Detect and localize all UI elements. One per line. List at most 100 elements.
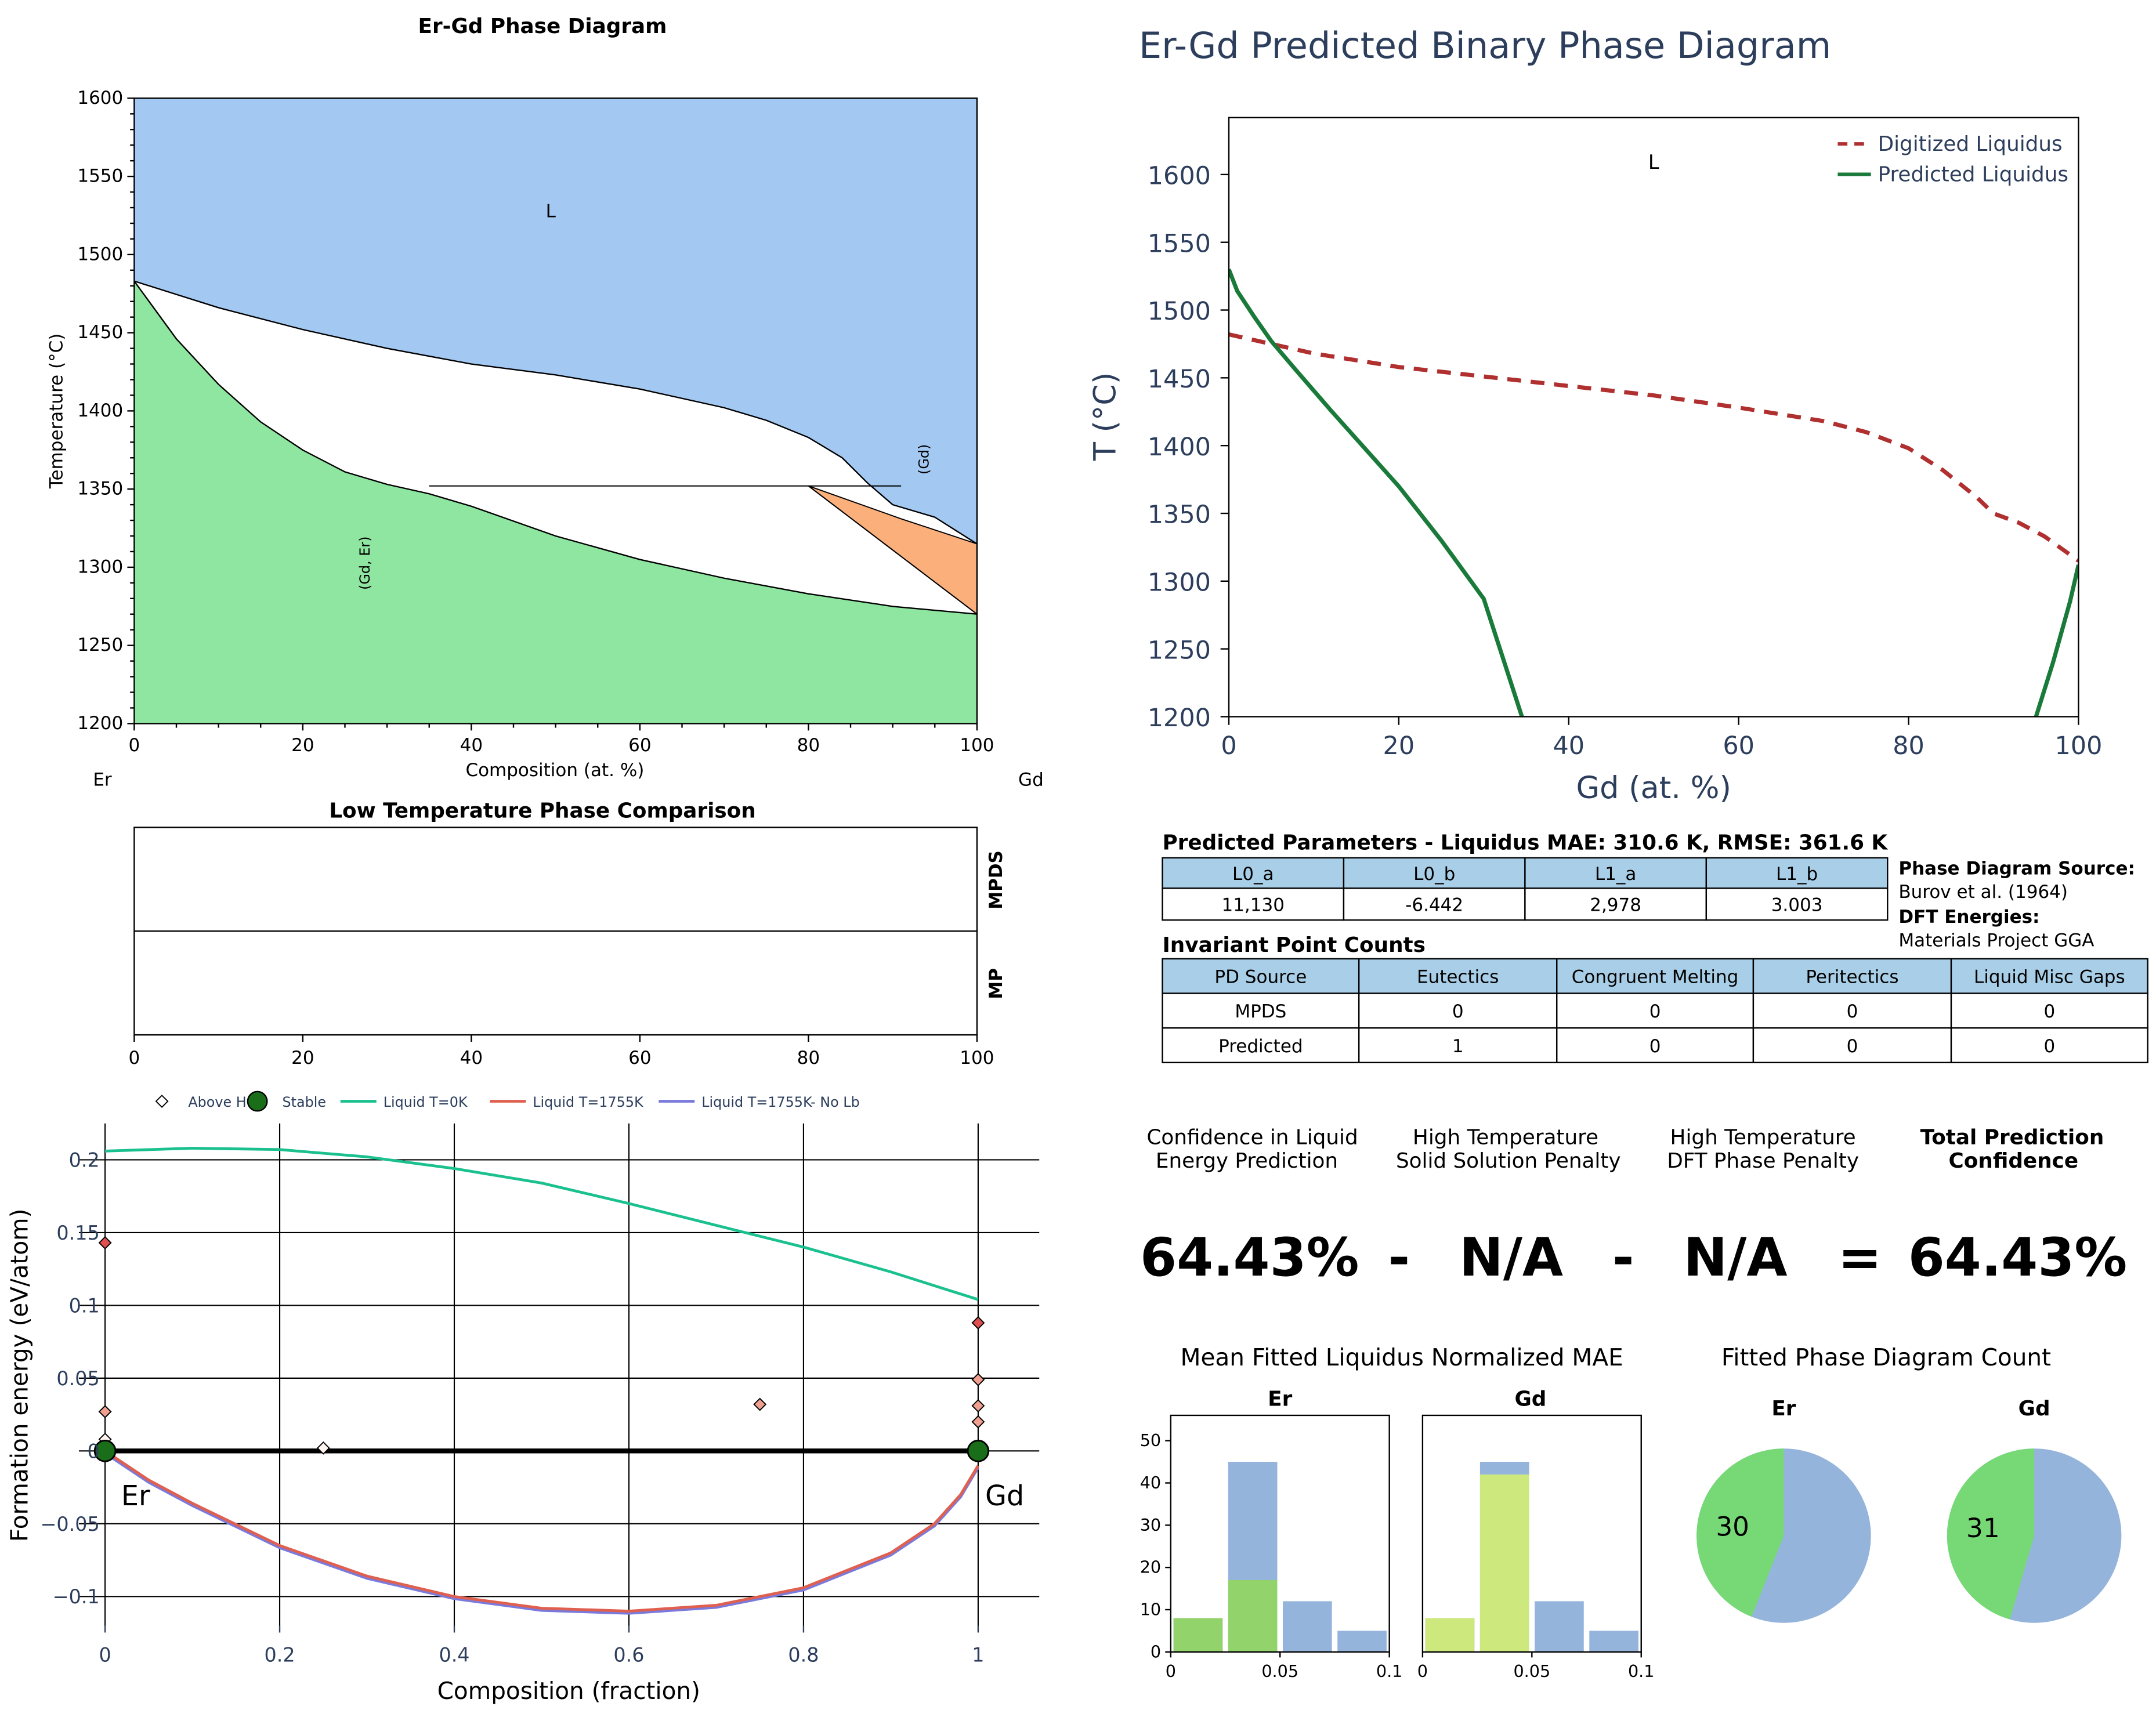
pr-ytick-label: 1500 — [1148, 297, 1211, 326]
lowtemp-row-mp: MP — [986, 968, 1007, 999]
conf-col1-line1: Confidence in Liquid — [1146, 1125, 1358, 1149]
pd-source-label: Phase Diagram Source: — [1898, 858, 2135, 879]
param-value-cell: 11,130 — [1221, 895, 1284, 916]
params-panel: Predicted Parameters - Liquidus MAE: 310… — [1162, 831, 2148, 1063]
phase-diagram-title: Er-Gd Phase Diagram — [418, 15, 667, 38]
inv-cell-mpds-bg — [1358, 992, 1558, 1029]
invariants-title: Invariant Point Counts — [1162, 933, 1425, 957]
hull-curves — [104, 1147, 979, 1615]
pd-xtick-label: 60 — [628, 735, 651, 756]
pie-er-chart — [1696, 1448, 1871, 1623]
legend-stable: Stable — [283, 1094, 327, 1110]
mae-ytick-label: 20 — [1140, 1557, 1161, 1577]
mae-ytick-label: 30 — [1140, 1515, 1161, 1535]
inv-header-cell: Congruent Melting — [1572, 967, 1739, 988]
dft-label: DFT Energies: — [1898, 907, 2039, 928]
pd-ytick-label: 1600 — [77, 88, 123, 108]
pd-xtick-label: 80 — [797, 735, 820, 756]
above-hull-point — [971, 1316, 985, 1330]
hull-ytick-label: 0.15 — [56, 1222, 99, 1244]
conf-minus1: - — [1388, 1227, 1410, 1288]
inv-cell-predicted: 0 — [1847, 1036, 1858, 1057]
predicted-title: Er-Gd Predicted Binary Phase Diagram — [1139, 24, 1831, 67]
mae-panel-gd-title: Gd — [1514, 1387, 1546, 1411]
liquidus-line — [134, 280, 977, 545]
inv-header-cell: Eutectics — [1417, 967, 1499, 988]
conf-minus2: - — [1612, 1227, 1634, 1288]
param-header-cell: L1_b — [1776, 864, 1818, 885]
inv-cell-predicted: 0 — [2043, 1036, 2055, 1057]
inv-cell-predicted-bg — [1752, 1027, 1952, 1063]
above-hull-point — [98, 1236, 112, 1249]
hull-ytick-label: 0 — [87, 1440, 99, 1462]
inv-cell-predicted-bg — [1358, 1027, 1558, 1063]
pd-ytick-label: 1250 — [77, 635, 123, 655]
param-value-cell-bg — [1162, 888, 1345, 921]
above-hull-point — [971, 1372, 985, 1386]
inv-cell-predicted-bg — [1950, 1027, 2148, 1063]
pr-ytick-label: 1550 — [1148, 229, 1211, 258]
confidence-panel: Confidence in Liquid Energy Prediction H… — [1140, 1125, 2127, 1288]
lt-xtick-label: 60 — [628, 1048, 651, 1068]
mae-gd-chart: 0 0.05 0.1 — [1417, 1414, 1655, 1681]
hull-xtick-label: 0 — [99, 1644, 111, 1667]
above-hull-point — [753, 1397, 767, 1411]
above-hull-point — [98, 1405, 112, 1419]
mae-bar-front — [1228, 1580, 1278, 1652]
stable-point — [93, 1440, 117, 1462]
lt-xtick-label: 20 — [291, 1048, 314, 1068]
hull-ticks: 0 0.2 0.4 0.6 0.8 1 −0.1 −0.05 0 0.05 0.1 0.15 0.2 — [40, 1149, 984, 1666]
predicted-liquidus-right — [2034, 564, 2079, 717]
mae-axes — [1421, 1414, 1642, 1653]
pr-xtick-label: 20 — [1383, 731, 1415, 760]
hull-xtick-label: 0.2 — [265, 1644, 295, 1667]
conf-col2-line1: High Temperature — [1413, 1125, 1598, 1149]
param-value-cell: 2,978 — [1590, 895, 1641, 916]
pd-xtick-label: 40 — [460, 735, 483, 756]
mae-xtick-label: 0.05 — [1513, 1661, 1550, 1681]
mae-xtick-label: 0.1 — [1628, 1661, 1655, 1681]
region-label-gd-er: (Gd, Er) — [357, 537, 373, 590]
legend-digitized: Digitized Liquidus — [1878, 132, 2063, 156]
param-value-cell-bg — [1705, 888, 1889, 921]
mae-bar-blue — [1282, 1601, 1332, 1652]
lt-xtick-label: 80 — [797, 1048, 820, 1068]
pie-panel: Fitted Phase Diagram Count Er Gd 30 31 — [1696, 1343, 2122, 1623]
pr-xtick-label: 40 — [1553, 731, 1585, 760]
mae-axes — [1170, 1414, 1390, 1653]
hull-points — [93, 1236, 990, 1462]
lowtemp-xticks: 0 20 40 60 80 100 — [128, 1035, 994, 1068]
mae-ytick-label: 0 — [1151, 1642, 1161, 1661]
phase-diagram-xlabel: Composition (at. %) — [465, 760, 644, 781]
pie-gd-count: 31 — [1966, 1513, 2000, 1544]
predicted-legend: Digitized Liquidus Predicted Liquidus — [1837, 132, 2068, 186]
conf-value3: N/A — [1683, 1227, 1787, 1288]
region-label-gd: (Gd) — [916, 444, 932, 474]
pd-ytick-label: 1300 — [77, 556, 123, 577]
hull-ytick-label: 0.2 — [69, 1149, 100, 1171]
lowtemp-title: Low Temperature Phase Comparison — [329, 799, 755, 823]
hull-xtick-label: 0.6 — [613, 1644, 644, 1667]
lt-xtick-label: 0 — [128, 1048, 140, 1068]
phase-diagram-right-element: Gd — [1018, 770, 1044, 791]
inv-cell-mpds-bg — [1162, 992, 1360, 1029]
liquid-1755-curve — [104, 1450, 979, 1613]
legend-liquidnolb: Liquid T=1755K- No Lb — [701, 1094, 859, 1110]
mae-title: Mean Fitted Liquidus Normalized MAE — [1180, 1343, 1623, 1371]
pr-ytick-label: 1250 — [1148, 636, 1211, 665]
lt-xtick-label: 40 — [460, 1048, 483, 1068]
pd-source-value: Burov et al. (1964) — [1898, 882, 2068, 903]
orange-boundary-line — [808, 485, 977, 615]
param-header-cell: L0_b — [1413, 864, 1455, 885]
mae-xtick-label: 0.05 — [1261, 1661, 1298, 1681]
inv-cell-mpds: 0 — [2043, 1001, 2055, 1022]
param-value-cell: 3.003 — [1771, 895, 1823, 916]
legend-liquid0: Liquid T=0K — [384, 1094, 468, 1110]
params-title: Predicted Parameters - Liquidus MAE: 310… — [1162, 831, 1888, 854]
predicted-xticks: 0 20 40 60 80 100 — [1221, 716, 2102, 760]
mae-bar-front — [1173, 1618, 1223, 1652]
inv-cell-predicted-bg — [1162, 1027, 1360, 1063]
hull-xtick-label: 0.8 — [788, 1644, 819, 1667]
mae-bar-blue — [1337, 1631, 1387, 1652]
